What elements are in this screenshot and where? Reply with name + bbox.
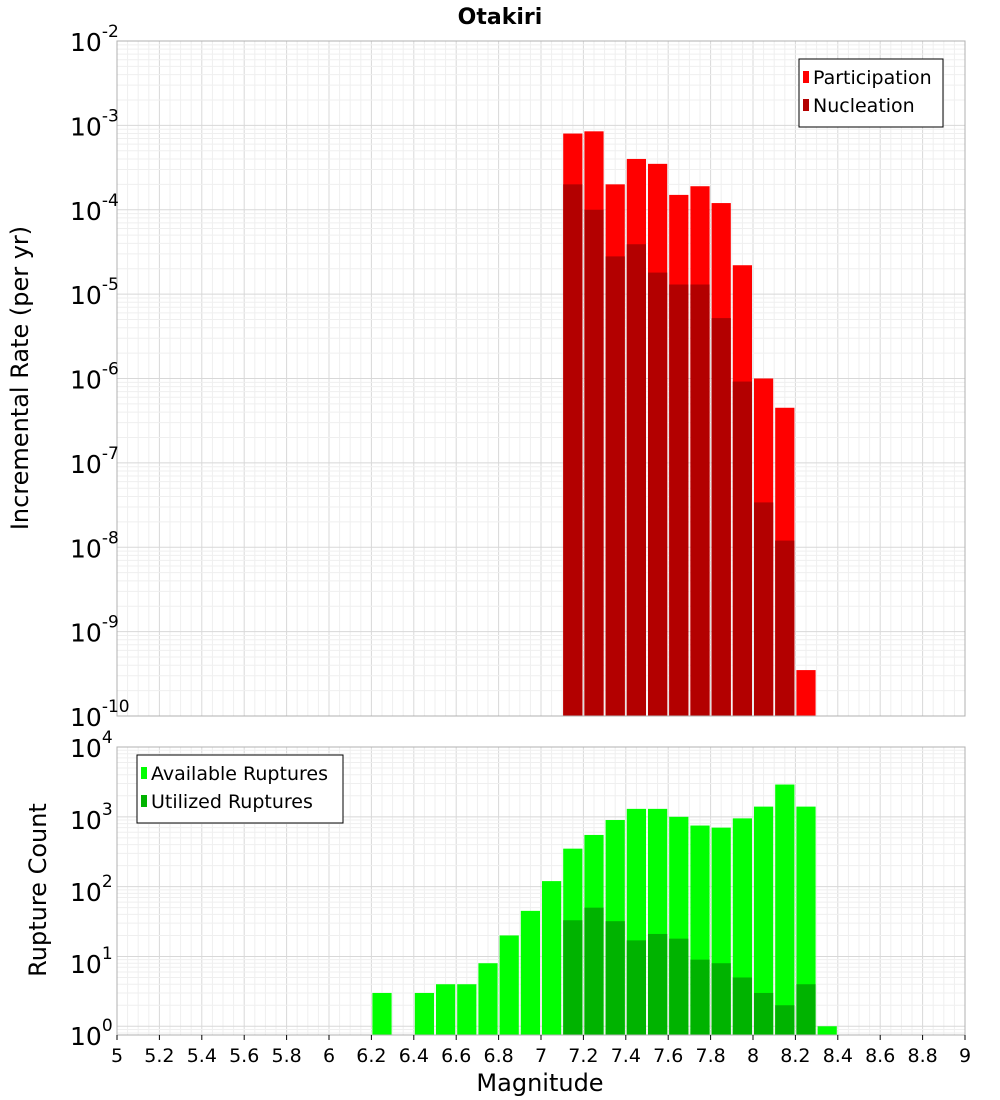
x-tick-label: 9 — [959, 1045, 971, 1067]
bottom-bar-available-ruptures — [796, 806, 816, 1035]
bottom-bar-utilized-ruptures — [605, 921, 625, 1035]
top-bar-nucleation — [669, 284, 689, 716]
top-legend-box — [798, 58, 944, 128]
top-bar-nucleation — [563, 184, 583, 717]
top-bar-nucleation — [605, 256, 625, 716]
bottom-bar-available-ruptures — [478, 963, 498, 1035]
bottom-y-tick-label: 100 — [70, 1016, 113, 1051]
top-bar-nucleation — [584, 209, 604, 716]
bottom-legend-box — [136, 754, 344, 824]
top-y-tick-label: 10-2 — [70, 22, 119, 57]
bottom-legend: Available Ruptures Utilized Ruptures — [136, 754, 344, 824]
x-tick-label: 7.2 — [568, 1045, 598, 1067]
top-y-tick-label: 10-9 — [70, 613, 119, 648]
top-legend-label: Participation — [813, 67, 932, 89]
x-tick-label: 8.8 — [907, 1045, 937, 1067]
x-axis-ticks: 5 5.2 5.4 5.6 5.8 6 6.2 6.4 6.6 6.8 7 7.2 7.4 7.6 7.8 8… — [111, 1035, 971, 1067]
bottom-bar-utilized-ruptures — [626, 940, 646, 1035]
top-bar-nucleation — [775, 540, 795, 716]
bottom-bar-utilized-ruptures — [711, 963, 731, 1035]
top-plot: 10-2 10-3 10-4 10-5 10-6 10-7 10-8 10-9 10-10 — [70, 22, 966, 732]
x-tick-label: 6.8 — [483, 1045, 513, 1067]
top-plot-border — [116, 40, 966, 717]
x-tick-label: 8.6 — [865, 1045, 895, 1067]
x-tick-label: 8.2 — [780, 1045, 810, 1067]
bottom-bar-utilized-ruptures — [796, 984, 816, 1035]
top-y-axis-label: Incremental Rate (per yr) — [6, 226, 34, 530]
bottom-bar-utilized-ruptures — [732, 977, 752, 1035]
bottom-bar-available-ruptures — [754, 806, 774, 1035]
bottom-plot: 104 103 102 101 100 — [70, 728, 966, 1051]
bottom-bar-available-ruptures — [499, 935, 519, 1035]
top-y-tick-label: 10-10 — [70, 697, 130, 732]
x-tick-label: 7.8 — [695, 1045, 725, 1067]
x-tick-label: 7.4 — [611, 1045, 641, 1067]
bottom-y-tick-label: 104 — [70, 728, 113, 763]
bottom-bar-available-ruptures — [542, 881, 562, 1035]
x-tick-label: 7 — [535, 1045, 547, 1067]
bottom-bar-available-ruptures — [457, 984, 477, 1035]
top-bar-nucleation — [754, 502, 774, 716]
top-legend: Participation Nucleation — [798, 58, 944, 128]
top-legend-swatch — [803, 71, 809, 83]
x-tick-label: 5.8 — [271, 1045, 301, 1067]
bottom-bar-utilized-ruptures — [563, 920, 583, 1035]
top-bar-nucleation — [690, 284, 710, 716]
bottom-legend-label: Utilized Ruptures — [151, 791, 313, 813]
bottom-bar-utilized-ruptures — [648, 933, 668, 1035]
x-tick-label: 6.2 — [356, 1045, 386, 1067]
top-legend-swatch — [803, 99, 809, 111]
top-bar-participation — [796, 670, 816, 716]
x-tick-label: 8.4 — [823, 1045, 853, 1067]
bottom-legend-swatch — [141, 795, 147, 807]
bottom-y-tick-label: 103 — [70, 800, 113, 835]
bottom-y-tick-label: 101 — [70, 944, 113, 979]
bottom-bar-utilized-ruptures — [690, 959, 710, 1035]
bottom-bar-utilized-ruptures — [754, 992, 774, 1035]
top-bar-nucleation — [732, 381, 752, 716]
top-y-tick-label: 10-3 — [70, 106, 119, 141]
top-bar-nucleation — [648, 272, 668, 716]
bottom-bar-available-ruptures — [372, 992, 392, 1035]
bottom-bar-available-ruptures — [775, 784, 795, 1035]
top-bar-nucleation — [711, 318, 731, 716]
chart-title: Otakiri — [458, 5, 543, 30]
top-bar-nucleation — [626, 244, 646, 717]
x-tick-label: 8 — [747, 1045, 759, 1067]
bottom-bar-utilized-ruptures — [775, 1005, 795, 1035]
x-tick-label: 5.6 — [229, 1045, 259, 1067]
x-axis-label: Magnitude — [476, 1069, 603, 1097]
bottom-legend-swatch — [141, 767, 147, 779]
x-tick-label: 5.4 — [187, 1045, 217, 1067]
bottom-bar-available-ruptures — [436, 984, 456, 1035]
x-tick-label: 6.6 — [441, 1045, 471, 1067]
top-y-tick-label: 10-4 — [70, 191, 119, 226]
top-y-tick-label: 10-6 — [70, 360, 119, 395]
bottom-y-tick-label: 102 — [70, 872, 113, 907]
x-tick-label: 7.6 — [653, 1045, 683, 1067]
top-legend-label: Nucleation — [813, 95, 915, 117]
top-y-tick-label: 10-8 — [70, 528, 119, 563]
top-y-tick-label: 10-5 — [70, 275, 119, 310]
bottom-bar-utilized-ruptures — [584, 907, 604, 1035]
top-y-tick-label: 10-7 — [70, 444, 119, 479]
bottom-legend-label: Available Ruptures — [151, 763, 328, 785]
bottom-y-axis-label: Rupture Count — [24, 803, 52, 977]
bottom-bar-available-ruptures — [414, 992, 434, 1035]
bottom-bar-utilized-ruptures — [669, 938, 689, 1035]
x-tick-label: 5 — [111, 1045, 123, 1067]
bottom-bar-available-ruptures — [520, 910, 540, 1035]
x-tick-label: 6 — [323, 1045, 335, 1067]
x-tick-label: 6.4 — [399, 1045, 429, 1067]
bottom-bar-available-ruptures — [817, 1026, 837, 1035]
x-tick-label: 5.2 — [144, 1045, 174, 1067]
